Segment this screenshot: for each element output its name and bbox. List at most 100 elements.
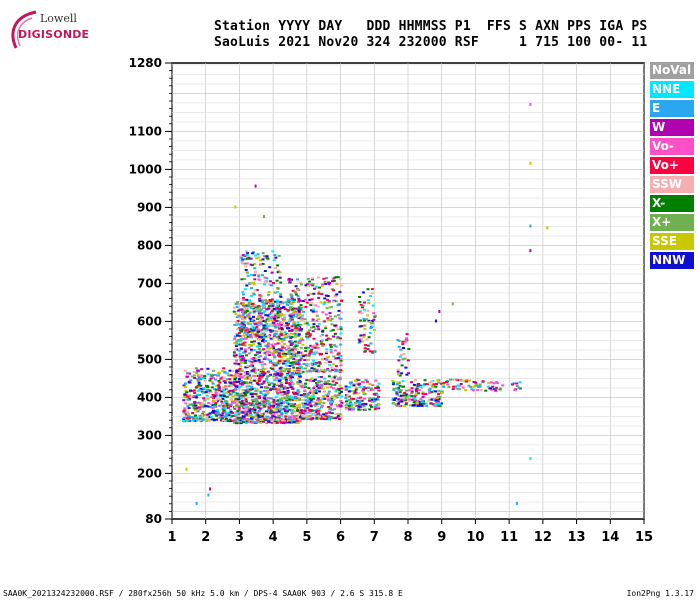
echo-point (257, 395, 261, 398)
echo-point (239, 339, 243, 342)
echo-point (240, 308, 244, 311)
echo-point (250, 383, 254, 386)
echo-point (282, 325, 286, 328)
echo-point (339, 399, 343, 402)
echo-point (311, 330, 315, 333)
echo-point (271, 388, 275, 391)
echo-point (212, 410, 216, 413)
echo-point (202, 403, 206, 406)
echo-point (318, 415, 321, 418)
echo-point (293, 415, 297, 417)
echo-point (272, 422, 276, 424)
echo-point (366, 288, 370, 291)
echo-point (377, 395, 381, 398)
echo-point (280, 388, 284, 391)
echo-point (241, 355, 244, 357)
echo-point (297, 335, 301, 338)
echo-point (294, 345, 298, 348)
echo-point (317, 305, 321, 308)
legend-item-x-: X+ (650, 214, 694, 231)
echo-point (212, 377, 215, 380)
echo-point (234, 397, 238, 400)
echo-point (283, 360, 287, 363)
echo-point (308, 370, 312, 373)
echo-point (288, 376, 292, 379)
echo-point (273, 418, 277, 421)
echo-point (233, 381, 236, 384)
echo-point (266, 342, 270, 345)
echo-point (326, 337, 330, 340)
echo-point (213, 373, 217, 376)
echo-point (271, 345, 275, 348)
echo-point (201, 406, 205, 409)
echo-point (280, 356, 283, 359)
echo-point (251, 393, 255, 396)
echo-point (337, 370, 341, 373)
echo-point (297, 416, 301, 419)
echo-point (199, 387, 203, 390)
echo-point (268, 406, 272, 409)
echo-point (237, 411, 241, 414)
echo-point (299, 306, 303, 309)
echo-point (261, 393, 265, 396)
echo-point (308, 409, 312, 411)
echo-point (351, 390, 355, 393)
echo-point (233, 337, 237, 340)
echo-point (302, 355, 306, 358)
echo-point (362, 388, 366, 391)
echo-point (182, 420, 186, 423)
echo-point (417, 382, 421, 385)
echo-point (349, 404, 353, 407)
echo-point (233, 335, 237, 338)
echo-point (234, 400, 238, 403)
echo-point (309, 412, 313, 415)
echo-point (229, 374, 233, 377)
echo-point (401, 343, 405, 346)
echo-point (422, 384, 426, 387)
legend-item-w: W (650, 119, 694, 136)
echo-point (247, 418, 251, 421)
echo-point (297, 351, 300, 354)
echo-point (401, 380, 405, 383)
echo-point (317, 408, 321, 410)
echo-point (253, 340, 256, 343)
echo-point (280, 307, 283, 310)
echo-point (286, 387, 290, 389)
echo-point (265, 410, 268, 413)
echo-point (460, 380, 464, 383)
echo-point (237, 380, 241, 383)
echo-point (279, 321, 283, 324)
echo-point (238, 327, 242, 330)
echo-point (232, 414, 236, 417)
echo-point (200, 390, 204, 393)
echo-point (468, 379, 472, 382)
logo-line2: DIGISONDE (18, 28, 90, 41)
echo-point (309, 399, 313, 402)
echo-point (240, 396, 243, 399)
echo-point (392, 398, 396, 401)
echo-point (292, 315, 296, 318)
echo-point (344, 408, 348, 411)
echo-point (311, 345, 314, 348)
echo-point (286, 391, 290, 394)
legend-item-nne: NNE (650, 81, 694, 98)
echo-point (241, 318, 245, 321)
echo-point (295, 373, 299, 376)
echo-point (371, 398, 374, 401)
echo-point (314, 381, 318, 384)
echo-point (239, 412, 243, 415)
echo-point (324, 325, 328, 328)
echo-point (283, 385, 287, 388)
echo-point (327, 415, 331, 418)
echo-point (273, 254, 277, 257)
echo-point (263, 310, 267, 313)
echo-point (257, 378, 261, 381)
echo-point (249, 393, 253, 396)
echo-point (296, 408, 300, 411)
echo-point (331, 300, 335, 303)
y-tick-label-500: 500 (137, 352, 162, 366)
echo-point (335, 388, 339, 391)
echo-point (359, 303, 363, 306)
echo-point (280, 344, 284, 347)
echo-point (242, 396, 246, 399)
